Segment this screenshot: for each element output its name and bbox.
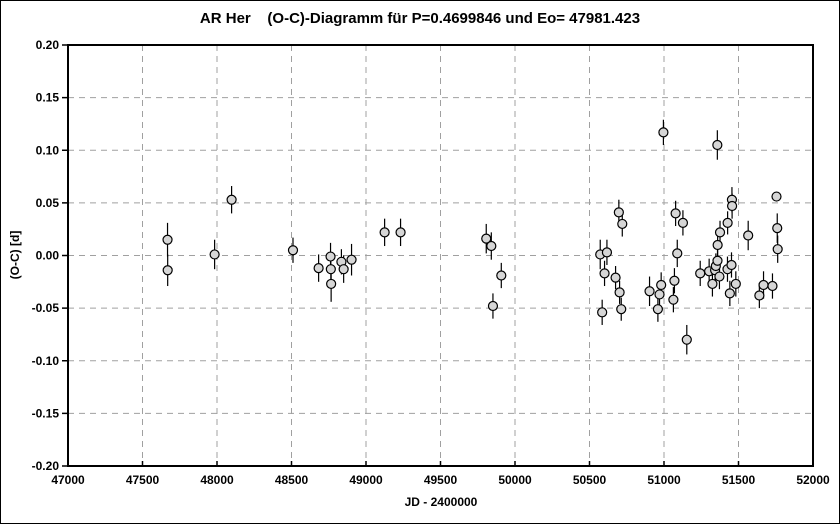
y-tick-label: 0.20 (36, 38, 60, 52)
data-point (670, 208, 681, 219)
gridlines (68, 45, 813, 466)
data-point (772, 223, 783, 234)
data-point (722, 217, 733, 228)
data-point (496, 270, 507, 281)
y-tick-label: -0.10 (32, 354, 60, 368)
data-point (743, 230, 754, 241)
data-point (672, 248, 683, 259)
data-point (644, 286, 655, 297)
y-tick-label: 0.15 (36, 91, 60, 105)
data-point (771, 191, 782, 202)
x-tick-label: 49500 (424, 473, 458, 487)
data-point (313, 263, 324, 274)
data-point (712, 239, 723, 251)
data-point (772, 244, 783, 255)
y-tick-label: -0.20 (32, 459, 60, 473)
data-point (599, 268, 610, 279)
data-point (613, 207, 624, 218)
data-point (656, 279, 667, 291)
data-point (712, 139, 723, 151)
data-point (346, 254, 357, 265)
data-point (681, 334, 692, 345)
data-point (287, 245, 299, 256)
axis-ticks (62, 44, 814, 467)
data-point (481, 233, 492, 244)
data-point (486, 240, 497, 252)
data-point (658, 127, 669, 138)
data-point (209, 249, 220, 260)
data-point (695, 268, 706, 279)
y-tick-label: -0.15 (32, 406, 60, 420)
data-point (707, 278, 718, 290)
data-point (614, 287, 625, 298)
data-points (162, 127, 783, 345)
data-point (325, 251, 336, 262)
data-point (712, 255, 723, 266)
data-point (654, 289, 665, 300)
data-point (162, 265, 173, 276)
x-tick-label: 47500 (126, 473, 160, 487)
x-tick-label: 51000 (647, 473, 681, 487)
error-bars (166, 119, 779, 355)
y-axis-title: (O-C) [d] (8, 230, 22, 280)
x-tick-label: 48500 (275, 473, 309, 487)
x-tick-label: 49000 (349, 473, 383, 487)
data-point (668, 294, 679, 305)
data-point (724, 288, 735, 299)
data-point (601, 247, 613, 258)
y-tick-label: 0.05 (36, 196, 60, 210)
data-point (162, 234, 173, 245)
data-point (616, 304, 627, 315)
y-tick-labels: 0.20 0.15 0.10 0.05 0.00 -0.05 -0.10 -0.15 -0.20 (32, 38, 60, 473)
x-tick-label: 50000 (498, 473, 532, 487)
data-point (326, 278, 337, 290)
data-point (610, 272, 621, 283)
data-point (487, 300, 499, 312)
data-point (758, 279, 769, 291)
data-point (617, 218, 628, 230)
data-point (338, 264, 349, 275)
data-point (677, 217, 689, 228)
data-point (652, 304, 663, 315)
data-point (597, 307, 608, 318)
y-tick-label: 0.00 (36, 249, 60, 263)
y-tick-label: 0.10 (36, 143, 60, 157)
chart-title: AR Her (O-C)-Diagramm für P=0.4699846 un… (199, 10, 641, 27)
data-point (767, 280, 778, 292)
x-axis-title: JD - 2400000 (404, 495, 478, 509)
data-point (325, 264, 336, 275)
data-point (730, 278, 741, 290)
x-tick-label: 48000 (200, 473, 234, 487)
data-point (395, 227, 406, 238)
data-point (754, 290, 765, 301)
x-tick-labels: 47000 47500 48000 48500 49000 49500 50000 50500… (51, 473, 830, 487)
data-point (379, 227, 390, 238)
data-point (226, 194, 237, 205)
data-point (714, 227, 726, 238)
data-point (669, 275, 680, 286)
x-tick-label: 51500 (722, 473, 756, 487)
x-tick-label: 47000 (51, 473, 85, 487)
data-point (726, 259, 737, 271)
x-tick-label: 50500 (573, 473, 607, 487)
x-tick-label: 52000 (796, 473, 830, 487)
data-point (726, 200, 738, 212)
y-tick-label: -0.05 (32, 301, 60, 315)
data-point (714, 271, 725, 282)
